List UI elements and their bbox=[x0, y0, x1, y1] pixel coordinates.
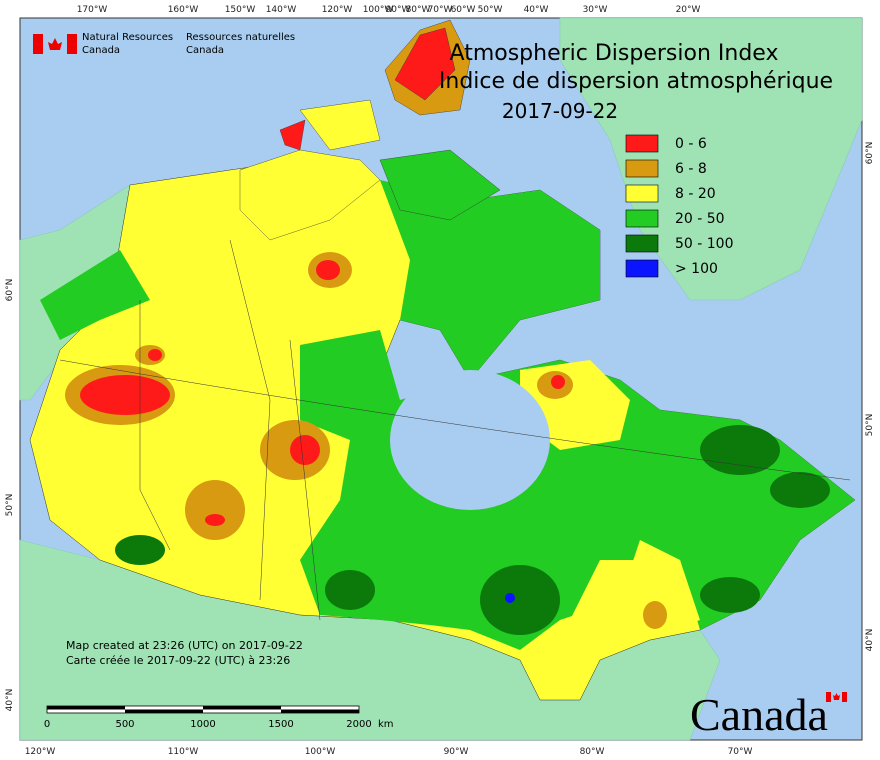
legend-swatch bbox=[625, 209, 659, 228]
title-fr: Indice de dispersion atmosphérique bbox=[439, 69, 833, 94]
scale-tick-label: 2000 bbox=[346, 719, 371, 730]
longitude-label: 120°W bbox=[322, 5, 353, 15]
longitude-label: 40°W bbox=[524, 5, 549, 15]
map-date: 2017-09-22 bbox=[502, 99, 618, 123]
legend-label: 8 - 20 bbox=[675, 186, 716, 202]
canada-wordmark: Canada bbox=[690, 689, 847, 740]
legend-swatch bbox=[625, 234, 659, 253]
scale-unit: km bbox=[378, 719, 394, 730]
legend-label: 0 - 6 bbox=[675, 136, 707, 152]
agency-logo: Natural Resources Canada Ressources natu… bbox=[33, 32, 295, 56]
latitude-label: 50°N bbox=[5, 494, 15, 517]
latitude-label: 50°N bbox=[865, 414, 875, 437]
scale-tick-label: 0 bbox=[44, 719, 50, 730]
longitude-label: 110°W bbox=[168, 747, 199, 757]
legend-label: 20 - 50 bbox=[675, 211, 725, 227]
scale-bar: 0 500 1000 1500 2000 km bbox=[44, 705, 394, 730]
longitude-label: 80°W bbox=[580, 747, 605, 757]
legend-swatch bbox=[625, 259, 659, 278]
longitude-label: 90°W bbox=[386, 5, 411, 15]
scale-tick-label: 500 bbox=[115, 719, 134, 730]
longitude-label: 160°W bbox=[168, 5, 199, 15]
legend: 0 - 6 6 - 8 8 - 20 20 - 50 50 - 100 > 100 bbox=[625, 134, 734, 278]
longitude-label: 50°W bbox=[478, 5, 503, 15]
agency-fr: Canada bbox=[186, 45, 224, 56]
longitude-label: 70°W bbox=[728, 747, 753, 757]
longitude-label: 20°W bbox=[676, 5, 701, 15]
legend-swatch bbox=[625, 159, 659, 178]
scale-tick-label: 1000 bbox=[190, 719, 215, 730]
latitude-label: 60°N bbox=[5, 279, 15, 302]
arctic-islands bbox=[239, 19, 501, 241]
agency-fr: Ressources naturelles bbox=[186, 32, 295, 43]
longitude-label: 150°W bbox=[225, 5, 256, 15]
agency-en: Natural Resources bbox=[82, 32, 173, 43]
latitude-label: 40°N bbox=[5, 689, 15, 712]
graticule bbox=[59, 239, 851, 621]
foreign-land bbox=[19, 17, 863, 741]
canada-index-field bbox=[29, 159, 856, 701]
longitude-label: 140°W bbox=[266, 5, 297, 15]
legend-swatch bbox=[625, 184, 659, 203]
longitude-label: 100°W bbox=[363, 5, 394, 15]
wordmark: Canada bbox=[690, 689, 828, 740]
longitude-label: 80°W bbox=[406, 5, 431, 15]
longitude-label: 170°W bbox=[77, 5, 108, 15]
longitude-label: 60°W bbox=[451, 5, 476, 15]
title-en: Atmospheric Dispersion Index bbox=[450, 41, 779, 66]
longitude-label: 70°W bbox=[428, 5, 453, 15]
latitude-label: 60°N bbox=[865, 142, 875, 165]
longitude-label: 100°W bbox=[305, 747, 336, 757]
longitude-label: 30°W bbox=[583, 5, 608, 15]
hudson-bay bbox=[390, 370, 550, 510]
agency-en: Canada bbox=[82, 45, 120, 56]
legend-label: 50 - 100 bbox=[675, 236, 734, 252]
scale-tick-label: 1500 bbox=[268, 719, 293, 730]
note: Map created at 23:26 (UTC) on 2017-09-22 bbox=[66, 639, 303, 652]
latitude-label: 40°N bbox=[865, 629, 875, 652]
longitude-label: 120°W bbox=[25, 747, 56, 757]
legend-swatch bbox=[625, 134, 659, 153]
longitude-label: 90°W bbox=[444, 747, 469, 757]
legend-label: 6 - 8 bbox=[675, 161, 707, 177]
legend-label: > 100 bbox=[675, 261, 718, 277]
note: Carte créée le 2017-09-22 (UTC) à 23:26 bbox=[66, 654, 290, 667]
